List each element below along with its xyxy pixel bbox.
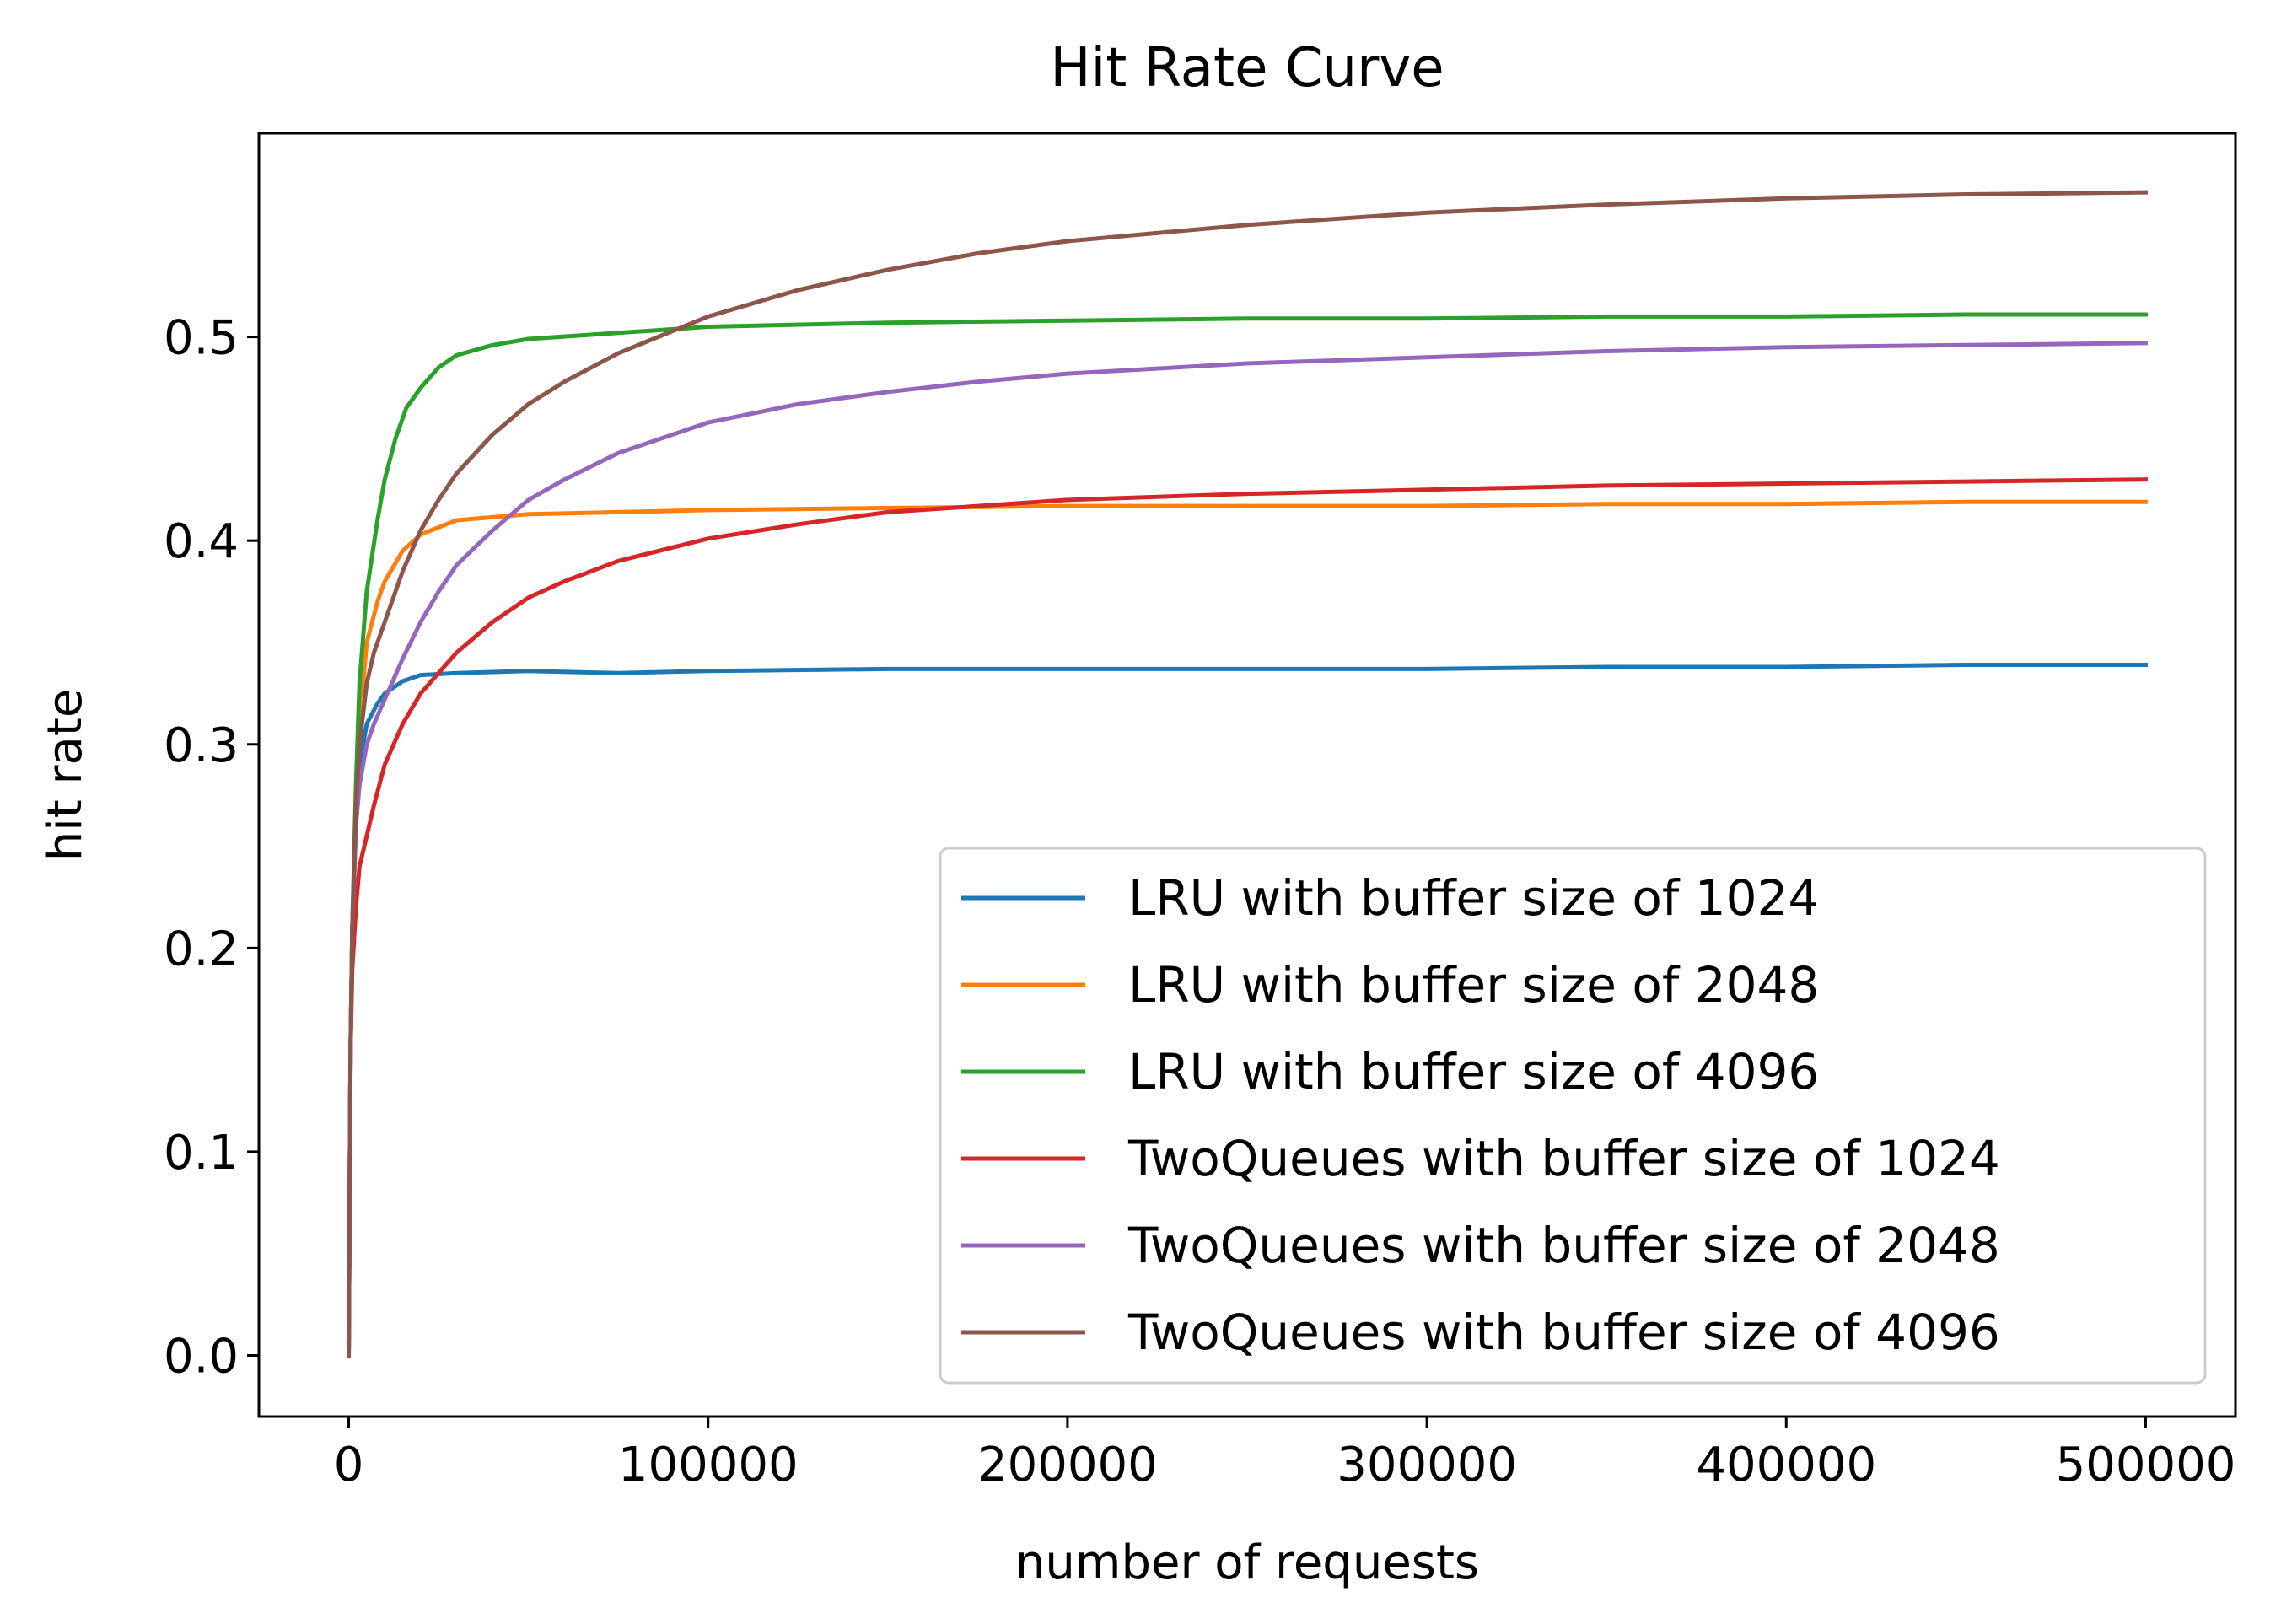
chart-title: Hit Rate Curve — [1050, 37, 1444, 99]
series-line-6 — [346, 190, 2149, 1358]
x-tick-label: 300000 — [1337, 1438, 1517, 1492]
y-axis-label: hit rate — [38, 689, 93, 862]
legend-label-1: LRU with buffer size of 1024 — [1128, 869, 1819, 927]
plot-frame — [257, 132, 2237, 1418]
series-lines — [346, 190, 2149, 1358]
y-axis-ticks: 0.0 0.1 0.2 0.3 0.4 0.5 — [164, 311, 259, 1385]
series-line-5 — [346, 341, 2149, 1358]
x-tick-label: 100000 — [618, 1438, 799, 1492]
x-tick-label: 200000 — [977, 1438, 1158, 1492]
x-tick-label: 500000 — [2056, 1438, 2236, 1492]
y-tick-label: 0.2 — [164, 922, 239, 976]
series-line-3 — [346, 312, 2148, 1358]
legend-label-3: LRU with buffer size of 4096 — [1128, 1043, 1819, 1100]
y-tick-label: 0.4 — [164, 514, 239, 569]
legend-label-5: TwoQueues with buffer size of 2048 — [1127, 1217, 2000, 1274]
legend-label-2: LRU with buffer size of 2048 — [1128, 956, 1819, 1014]
legend-box — [939, 847, 2207, 1385]
x-axis-ticks: 0 100000 200000 300000 400000 500000 — [334, 1417, 2236, 1492]
y-tick-label: 0.1 — [164, 1126, 239, 1180]
legend-label-6: TwoQueues with buffer size of 4096 — [1127, 1304, 2000, 1361]
x-tick-label: 0 — [334, 1438, 364, 1492]
y-tick-label: 0.5 — [164, 311, 239, 366]
y-tick-label: 0.3 — [164, 718, 239, 773]
legend-label-4: TwoQueues with buffer size of 1024 — [1127, 1130, 2000, 1187]
legend: LRU with buffer size of 1024 LRU with buf… — [939, 847, 2207, 1385]
x-tick-label: 400000 — [1696, 1438, 1876, 1492]
legend-entries: LRU with buffer size of 1024 LRU with buf… — [961, 869, 2000, 1361]
series-line-4 — [346, 477, 2149, 1358]
x-axis-label: number of requests — [1015, 1535, 1479, 1590]
y-tick-label: 0.0 — [164, 1330, 239, 1385]
